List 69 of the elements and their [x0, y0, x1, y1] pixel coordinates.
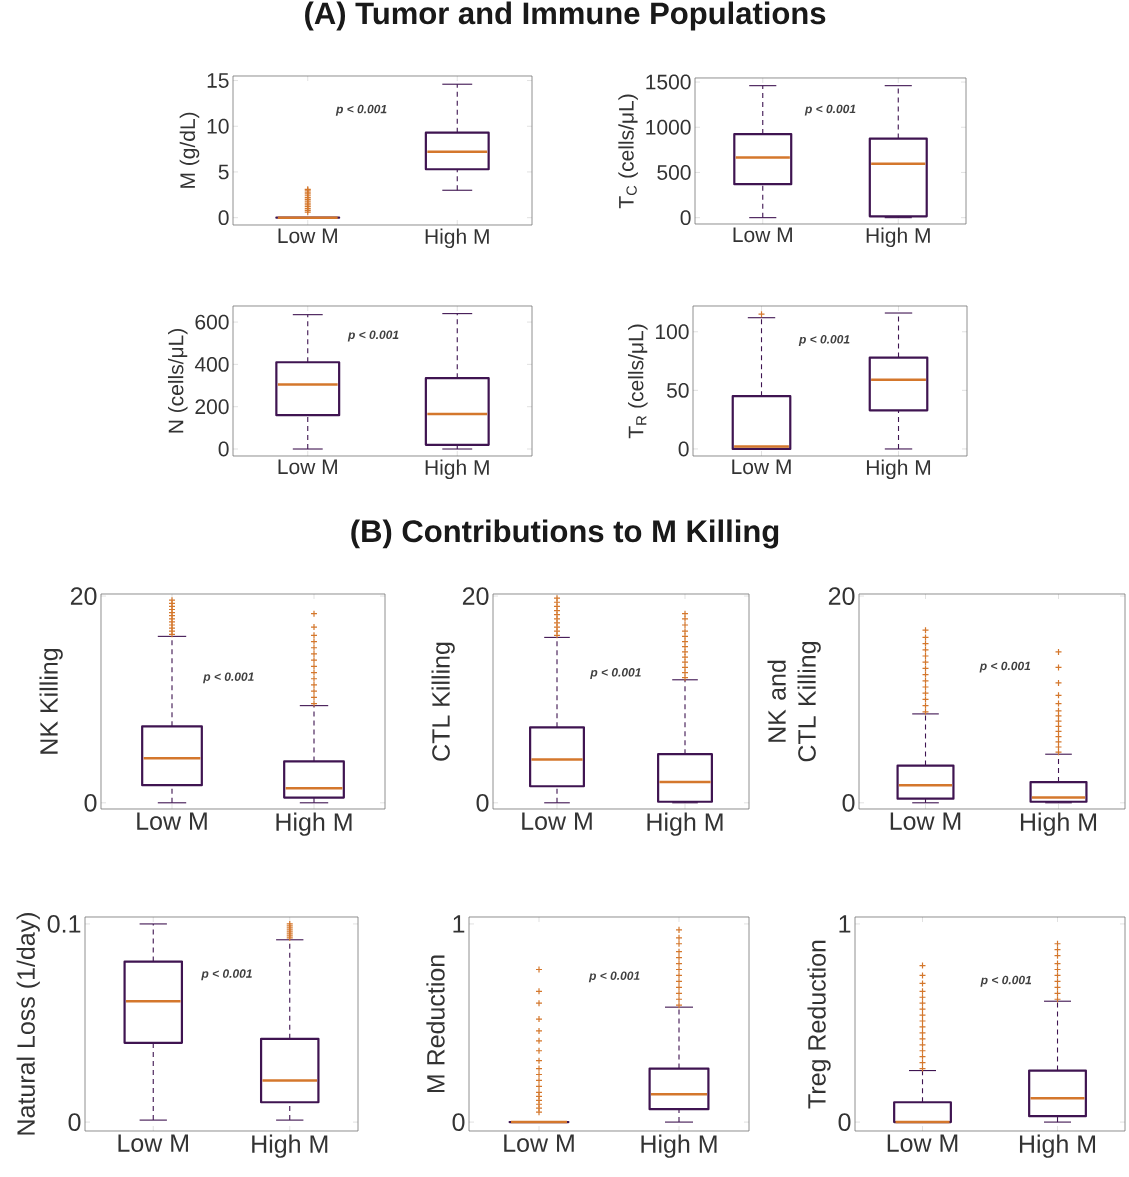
annotation: p < 0.001 [335, 104, 387, 116]
y-axis-title: Treg Reduction [807, 940, 831, 1109]
x-tick-label: High M [252, 1134, 328, 1158]
y-tick-label: 100 [656, 324, 689, 340]
y-tick-label: 0.1 [47, 915, 81, 933]
annotation: p < 0.001 [804, 104, 856, 116]
y-tick-label: 0 [68, 1113, 81, 1131]
annotation: p < 0.001 [201, 969, 252, 981]
annotation: p < 0.001 [590, 668, 641, 679]
y-axis-title: T$_{R}$ (cells/μL) [628, 324, 648, 439]
y-tick-label: 0 [842, 793, 855, 812]
x-tick-label: Low M [733, 227, 792, 243]
y-axis-title: N (cells/μL) [168, 329, 188, 433]
x-tick-label: Low M [278, 459, 337, 475]
x-tick-label: Low M [504, 1134, 574, 1152]
x-tick-label: Low M [522, 812, 592, 830]
y-tick-label: 5 [218, 164, 229, 180]
y-tick-label: 0 [678, 441, 689, 457]
annotation: p < 0.001 [798, 335, 850, 346]
y-tick-label: 600 [195, 314, 229, 330]
y-tick-label: 0 [838, 1113, 851, 1131]
y-tick-label: 0 [680, 210, 691, 226]
chart-title: (A) Tumor and Immune Populations [305, 1, 826, 31]
y-tick-label: 1500 [646, 74, 691, 90]
y-axis-title: T$_{C}$ (cells/μL) [618, 94, 638, 209]
x-tick-label: High M [647, 812, 723, 836]
y-tick-label: 1000 [646, 119, 691, 135]
y-tick-label: 20 [70, 587, 97, 605]
x-tick-label: High M [866, 459, 931, 480]
annotation: p < 0.001 [979, 661, 1031, 673]
x-tick-label: Low M [887, 1134, 958, 1152]
annotation: p < 0.001 [203, 672, 254, 684]
chart-title: (B) Contributions to M Killing [351, 519, 779, 549]
x-tick-label: Low M [137, 812, 207, 830]
x-tick-label: Low M [732, 459, 791, 475]
x-tick-label: High M [276, 812, 352, 836]
y-tick-label: 200 [195, 399, 229, 415]
x-tick-label: Low M [890, 812, 961, 830]
y-tick-label: 500 [657, 165, 691, 180]
y-axis-title: NK and CTL Killing [767, 642, 821, 762]
y-axis-title: Natural Loss (1/day) [16, 913, 40, 1135]
y-tick-label: 20 [462, 587, 489, 605]
y-axis-title: M Reduction [426, 955, 445, 1093]
y-tick-label: 1 [839, 915, 851, 933]
annotation: p < 0.001 [347, 330, 399, 342]
x-tick-label: High M [425, 459, 489, 480]
x-tick-label: Low M [278, 228, 337, 244]
x-tick-label: High M [641, 1134, 717, 1158]
y-axis-title: NK Killing [39, 648, 63, 754]
y-tick-label: 10 [207, 118, 229, 134]
annotation: p < 0.001 [980, 975, 1032, 987]
y-axis-title: CTL Killing [431, 642, 455, 761]
x-tick-label: High M [1019, 1134, 1096, 1158]
y-tick-label: 0 [84, 793, 97, 812]
y-tick-label: 15 [207, 73, 229, 88]
y-tick-label: 400 [194, 356, 229, 372]
y-tick-label: 0 [476, 793, 489, 812]
x-tick-label: Low M [118, 1134, 188, 1152]
y-tick-label: 1 [453, 915, 465, 933]
y-tick-label: 0 [218, 441, 229, 457]
y-tick-label: 20 [828, 587, 855, 605]
x-tick-label: High M [866, 227, 930, 248]
y-tick-label: 0 [452, 1113, 465, 1131]
y-tick-label: 0 [218, 210, 229, 226]
y-axis-title: M (g/dL) [179, 112, 200, 188]
y-tick-label: 50 [666, 382, 689, 398]
annotation: p < 0.001 [588, 971, 640, 983]
x-tick-label: High M [1020, 812, 1097, 836]
x-tick-label: High M [425, 228, 489, 249]
